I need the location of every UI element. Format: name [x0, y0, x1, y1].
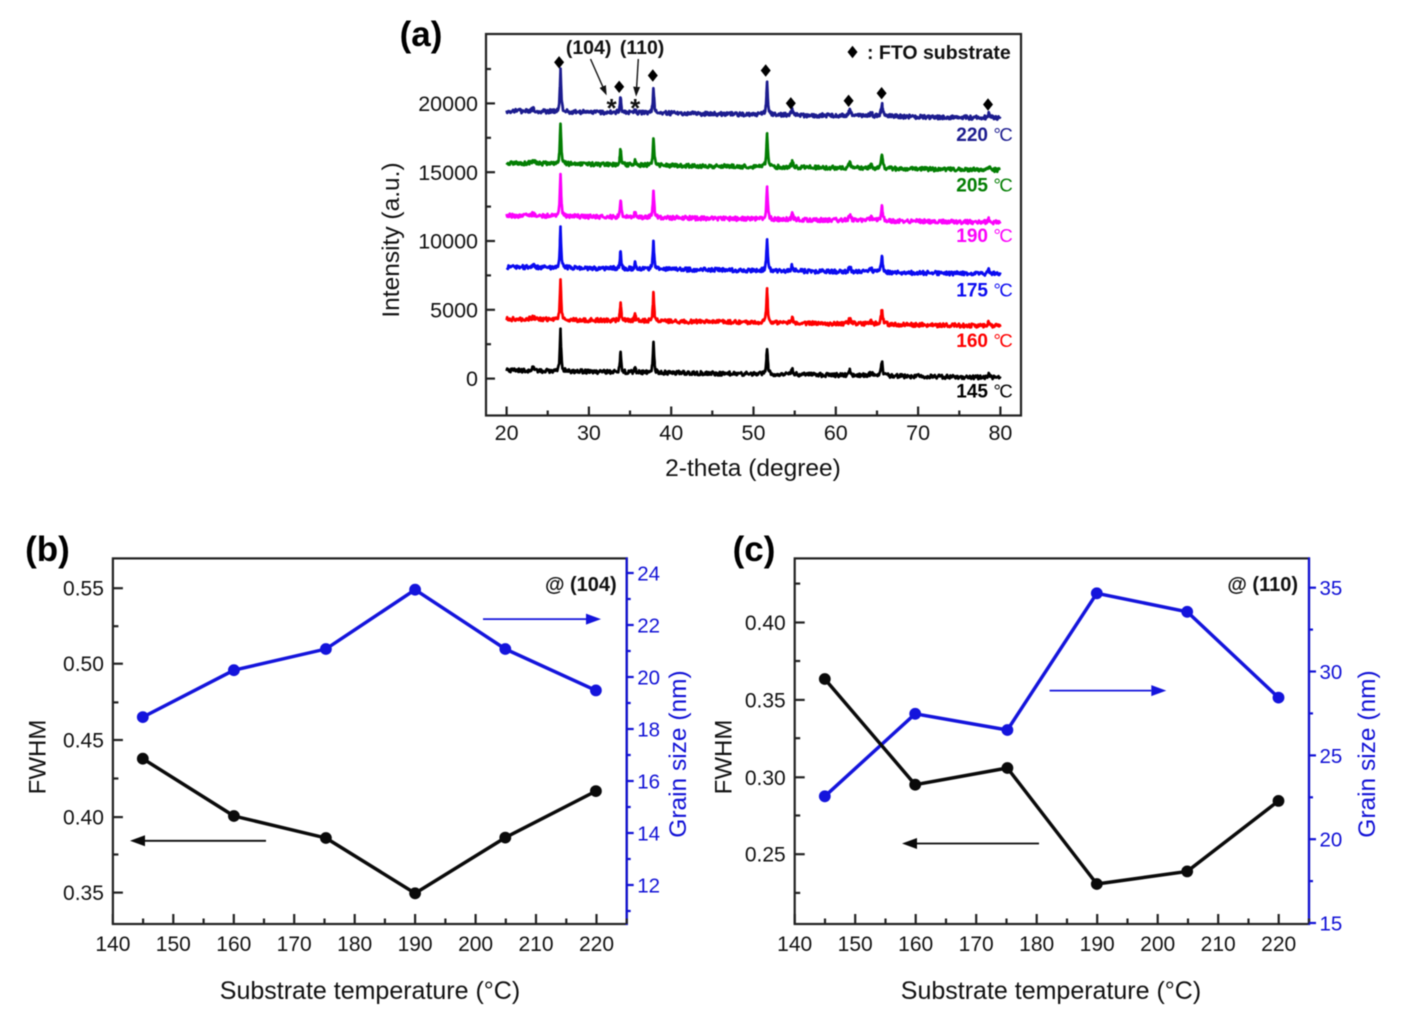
svg-text:25: 25	[1320, 745, 1343, 768]
svg-text:190: 190	[1080, 933, 1115, 956]
svg-text:Substrate temperature (°C): Substrate temperature (°C)	[220, 977, 520, 1005]
svg-text:12: 12	[637, 875, 660, 898]
svg-text:140: 140	[95, 933, 130, 956]
svg-text:170: 170	[277, 933, 312, 956]
svg-text:30: 30	[577, 421, 601, 445]
svg-text:20: 20	[1320, 829, 1343, 852]
svg-text:*: *	[630, 93, 641, 123]
svg-text:(104): (104)	[566, 37, 612, 59]
svg-text:0.40: 0.40	[745, 612, 786, 635]
svg-text:160: 160	[956, 331, 988, 352]
svg-text:200: 200	[458, 933, 493, 956]
svg-text:20000: 20000	[418, 92, 478, 116]
svg-text:220: 220	[956, 125, 988, 146]
svg-text:FWHM: FWHM	[711, 720, 738, 795]
svg-text:14: 14	[637, 823, 660, 846]
svg-text:*: *	[606, 93, 617, 123]
svg-text:2-theta (degree): 2-theta (degree)	[665, 455, 841, 482]
svg-text:0.30: 0.30	[745, 767, 786, 790]
svg-text:40: 40	[659, 421, 683, 445]
svg-text:180: 180	[1019, 933, 1054, 956]
svg-text:°C: °C	[994, 174, 1013, 195]
svg-text:0: 0	[466, 367, 478, 391]
svg-text:0.40: 0.40	[63, 807, 104, 830]
svg-text:150: 150	[156, 933, 191, 956]
svg-text:Substrate temperature (°C): Substrate temperature (°C)	[901, 977, 1201, 1005]
svg-text:@ (104): @ (104)	[545, 574, 617, 596]
svg-text:16: 16	[637, 771, 660, 794]
svg-text:60: 60	[824, 421, 848, 445]
svg-text:160: 160	[898, 933, 933, 956]
svg-text:50: 50	[742, 421, 766, 445]
svg-text:200: 200	[1140, 933, 1175, 956]
svg-text:145: 145	[956, 382, 988, 403]
svg-text:180: 180	[337, 933, 372, 956]
svg-text:70: 70	[906, 421, 930, 445]
svg-text:0.35: 0.35	[63, 882, 104, 905]
svg-text:160: 160	[216, 933, 251, 956]
svg-text:Intensity (a.u.): Intensity (a.u.)	[378, 162, 405, 317]
svg-text:°C: °C	[994, 330, 1013, 351]
svg-text:0.45: 0.45	[63, 730, 104, 753]
svg-text:Grain size (nm): Grain size (nm)	[665, 670, 692, 837]
svg-text:80: 80	[988, 421, 1012, 445]
svg-text:18: 18	[637, 719, 660, 742]
svg-text:15: 15	[1320, 913, 1343, 936]
svg-text:FWHM: FWHM	[25, 720, 52, 795]
svg-text:170: 170	[959, 933, 994, 956]
svg-text:190: 190	[956, 226, 988, 247]
svg-text:°C: °C	[994, 280, 1013, 301]
svg-text:175: 175	[956, 281, 988, 302]
svg-text:0.55: 0.55	[63, 578, 104, 601]
svg-text:210: 210	[518, 933, 553, 956]
svg-text:15000: 15000	[418, 161, 478, 185]
svg-text:(b): (b)	[25, 530, 70, 569]
svg-text:°C: °C	[994, 225, 1013, 246]
svg-text:220: 220	[1261, 933, 1296, 956]
svg-text:0.50: 0.50	[63, 653, 104, 676]
svg-text:22: 22	[637, 615, 660, 638]
svg-text:30: 30	[1320, 661, 1343, 684]
svg-text:0.25: 0.25	[745, 844, 786, 867]
svg-text:35: 35	[1320, 577, 1343, 600]
svg-text:(110): (110)	[620, 37, 664, 59]
svg-text:(c): (c)	[733, 530, 776, 569]
svg-text:150: 150	[838, 933, 873, 956]
svg-text:(a): (a)	[400, 15, 443, 54]
svg-text:20: 20	[637, 667, 660, 690]
svg-text:: FTO substrate: : FTO substrate	[867, 42, 1011, 64]
svg-text:24: 24	[637, 563, 660, 586]
svg-text:0.35: 0.35	[745, 689, 786, 712]
svg-text:°C: °C	[994, 124, 1013, 145]
svg-text:190: 190	[398, 933, 433, 956]
svg-text:°C: °C	[994, 381, 1013, 402]
svg-text:205: 205	[956, 175, 988, 196]
svg-text:10000: 10000	[418, 230, 478, 254]
svg-text:20: 20	[495, 421, 519, 445]
svg-text:@ (110): @ (110)	[1227, 574, 1298, 596]
svg-text:5000: 5000	[430, 298, 478, 322]
svg-text:210: 210	[1201, 933, 1236, 956]
svg-text:Grain size (nm): Grain size (nm)	[1354, 670, 1381, 837]
svg-text:220: 220	[579, 933, 614, 956]
svg-text:140: 140	[777, 933, 812, 956]
